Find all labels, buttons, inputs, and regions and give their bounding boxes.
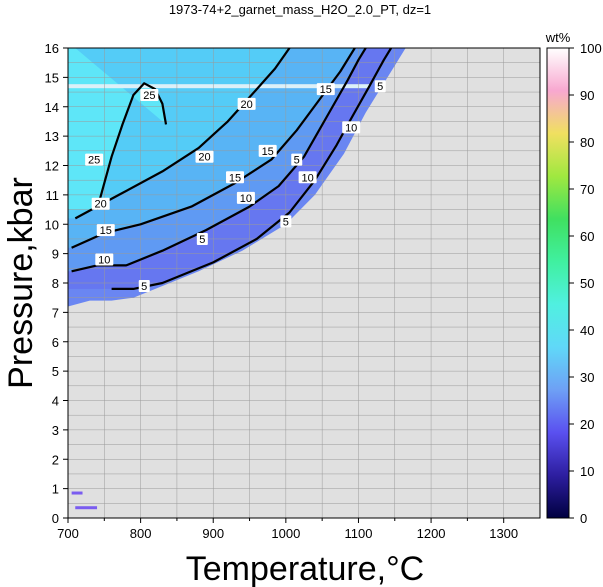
colorbar [546,47,570,519]
low-pressure-spot-0 [71,491,83,495]
y-tick-label: 15 [45,70,59,85]
contour-label-bg [258,144,277,157]
contour-label: 10 [98,255,110,267]
contour-label: 20 [198,152,210,164]
contour-label: 15 [262,146,274,158]
x-tick-label: 1000 [271,526,300,541]
y-tick-label: 9 [52,247,59,262]
x-tick-label: 1300 [489,526,518,541]
y-tick-label: 16 [45,41,59,56]
x-axis: 700 800 900 1000 1100 1200 1300 [57,518,518,541]
colorbar-tick-label: 70 [580,182,594,197]
contour-label-bg [316,83,335,96]
y-tick-label: 1 [52,482,59,497]
contour-label-bg [298,171,317,184]
y-tick-label: 0 [52,511,59,526]
colorbar-tick-label: 60 [580,229,594,244]
colorbar-tick-label: 0 [580,511,587,526]
contour-label-bg [291,153,303,166]
colorbar-tick-label: 50 [580,276,594,291]
contour-label: 20 [95,199,107,211]
y-tick-label: 2 [52,452,59,467]
gap-band [68,84,370,89]
contour-label-bg [95,253,114,266]
contour-label-bg [91,197,110,210]
y-axis-label: Pressure,kbar [2,177,40,389]
contour-label-bg [140,89,159,101]
x-tick-label: 700 [57,526,79,541]
contour-label-bg [196,232,208,245]
contour-label: 25 [143,90,155,102]
y-tick-label: 10 [45,217,59,232]
y-tick-label: 13 [45,129,59,144]
contour-label-bg [374,80,386,93]
x-tick-label: 1100 [344,526,372,541]
y-tick-label: 3 [52,423,59,438]
contour-10 [71,48,367,273]
contour-label: 5 [283,216,289,228]
contour-label: 5 [377,81,383,93]
y-tick-label: 7 [52,305,59,320]
contour-label: 10 [345,122,357,134]
contour-label: 20 [241,99,253,111]
y-tick-label: 14 [45,100,59,115]
y-tick-label: 5 [52,364,59,379]
y-tick-label: 11 [46,188,60,203]
y-tick-label: 6 [52,335,59,350]
contour-label-bg [138,279,150,292]
contour-label-bg [236,191,255,204]
band-25 [68,48,167,210]
contour-25 [95,82,168,210]
contour-label: 5 [199,234,205,246]
contour-label: 15 [320,84,332,96]
colorbar-tick-label: 30 [580,370,594,385]
contour-20 [74,48,291,220]
colorbar-ticks: 0 10 20 30 40 50 60 70 80 90 100 [569,41,602,526]
chart-title: 1973-74+2_garnet_mass_H2O_2.0_PT, dz=1 [169,2,431,17]
y-tick-label: 4 [52,394,59,409]
colorbar-tick-label: 100 [580,41,602,56]
contour-label: 15 [229,172,241,184]
colorbar-tick-label: 40 [580,323,594,338]
low-pressure-spot-1 [75,506,98,510]
contour-5 [111,48,393,290]
contour-label-bg [85,153,104,166]
colorbar-tick-label: 90 [580,88,594,103]
contour-label: 5 [294,155,300,167]
contour-label-bg [226,171,245,184]
contour-label-bg [342,121,361,134]
x-tick-label: 900 [202,526,224,541]
contour-label: 15 [100,225,112,237]
y-tick-label: 12 [45,159,59,174]
contour-label-bg [280,215,292,228]
contour-label: 10 [302,172,314,184]
contour-label: 5 [141,281,147,293]
colorbar-tick-label: 80 [580,135,594,150]
contour-label-bg [237,97,256,110]
x-tick-label: 1200 [417,526,446,541]
contour-label: 10 [240,193,252,205]
contour-label: 25 [88,155,100,167]
colorbar-label: wt% [545,30,571,45]
x-axis-label: Temperature,°C [186,550,424,587]
colorbar-tick-label: 10 [580,464,594,479]
colorbar-tick-label: 20 [580,417,594,432]
contour-label-bg [195,150,214,163]
x-tick-label: 800 [130,526,152,541]
contour-label-bg [96,224,115,237]
y-tick-label: 8 [52,276,59,291]
